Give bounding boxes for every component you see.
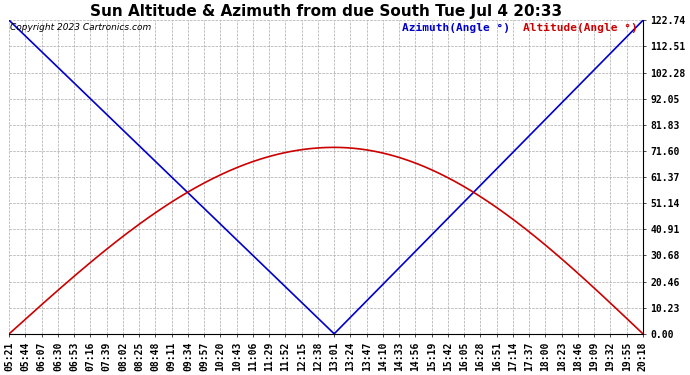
Text: Azimuth(Angle °): Azimuth(Angle °) [402, 24, 510, 33]
Title: Sun Altitude & Azimuth from due South Tue Jul 4 20:33: Sun Altitude & Azimuth from due South Tu… [90, 4, 562, 19]
Text: Altitude(Angle °): Altitude(Angle °) [522, 24, 638, 33]
Text: Copyright 2023 Cartronics.com: Copyright 2023 Cartronics.com [10, 24, 151, 33]
